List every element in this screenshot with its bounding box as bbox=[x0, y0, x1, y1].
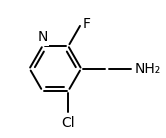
Text: F: F bbox=[83, 17, 91, 31]
Text: N: N bbox=[37, 30, 48, 44]
Text: NH₂: NH₂ bbox=[135, 62, 161, 75]
Text: F: F bbox=[83, 17, 91, 31]
Text: NH₂: NH₂ bbox=[135, 62, 161, 75]
Text: Cl: Cl bbox=[61, 116, 75, 130]
Text: N: N bbox=[37, 30, 48, 44]
Text: Cl: Cl bbox=[61, 116, 75, 130]
